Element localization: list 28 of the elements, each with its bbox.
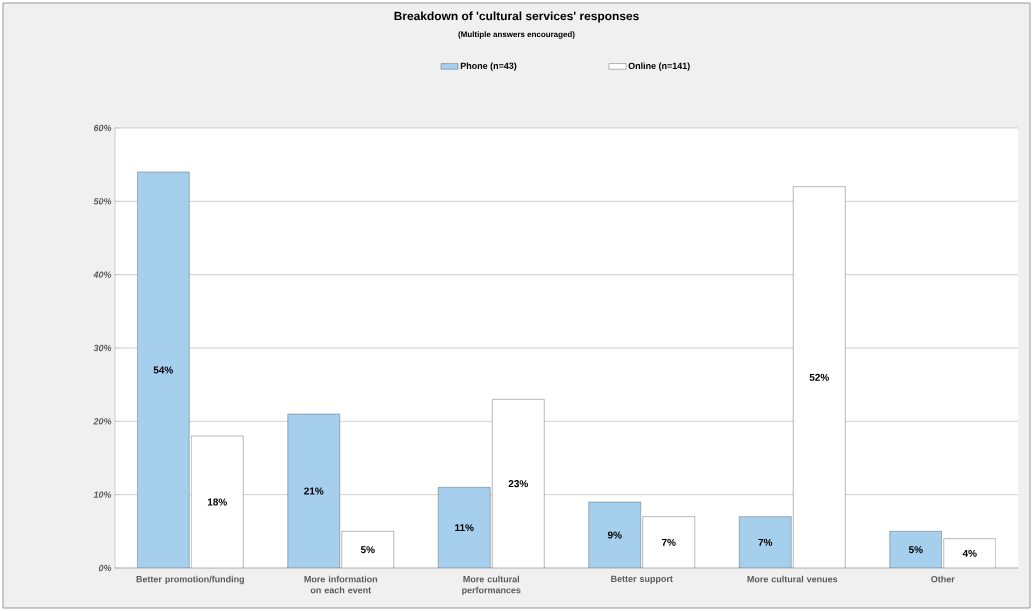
y-tick-label: 20% xyxy=(93,418,112,425)
data-label: 52% xyxy=(809,373,829,381)
x-tick-label: Other xyxy=(931,575,955,583)
data-label: 5% xyxy=(908,546,923,554)
x-tick-label: Better promotion/funding xyxy=(136,575,244,585)
data-label: 7% xyxy=(661,538,676,546)
data-label: 54% xyxy=(153,366,173,374)
data-label: 7% xyxy=(758,538,773,546)
data-label: 23% xyxy=(508,480,528,488)
legend-label: Online (n=141) xyxy=(628,62,690,71)
data-label: 18% xyxy=(207,498,227,506)
legend-label: Phone (n=43) xyxy=(460,62,517,71)
data-label: 5% xyxy=(360,546,375,554)
x-tick-label: More cultural venues xyxy=(747,575,838,583)
chart-title: Breakdown of 'cultural services' responses xyxy=(394,11,639,23)
y-tick-label: 0% xyxy=(98,564,112,572)
x-tick-label: More information on each event xyxy=(304,575,378,594)
y-tick-label: 40% xyxy=(93,271,112,278)
data-label: 11% xyxy=(455,524,474,532)
x-tick-label: More cultural performances xyxy=(462,575,521,596)
x-tick-label: Better support xyxy=(611,575,673,584)
data-label: 9% xyxy=(607,531,622,539)
y-tick-label: 30% xyxy=(93,344,112,352)
y-tick-label: 50% xyxy=(93,198,112,205)
y-tick-label: 60% xyxy=(93,124,112,132)
y-tick-label: 10% xyxy=(93,491,112,498)
data-label: 21% xyxy=(304,487,324,495)
data-label: 4% xyxy=(962,549,977,557)
